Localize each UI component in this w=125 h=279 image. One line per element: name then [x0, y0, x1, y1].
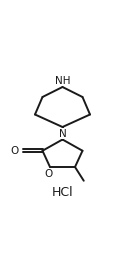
Text: NH: NH: [55, 76, 70, 86]
Text: HCl: HCl: [52, 186, 73, 198]
Text: O: O: [45, 169, 53, 179]
Text: O: O: [10, 146, 19, 156]
Text: N: N: [59, 129, 66, 139]
